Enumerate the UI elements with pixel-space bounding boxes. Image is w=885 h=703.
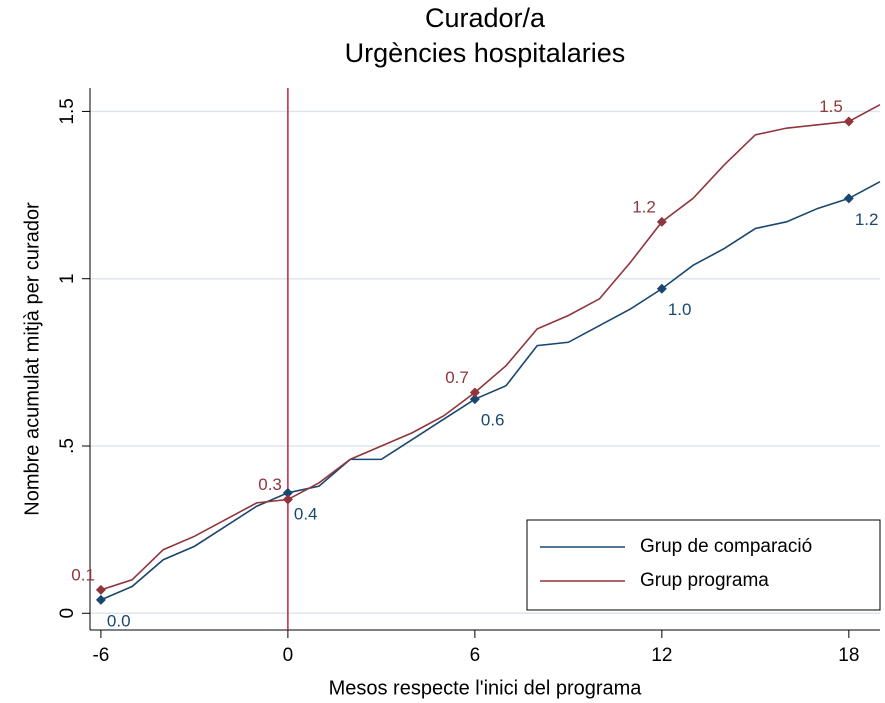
legend-label: Grup programa	[640, 570, 769, 591]
data-label: 1.2	[632, 197, 656, 216]
series-line	[100, 180, 881, 601]
y-tick-label: 1	[57, 273, 78, 284]
data-label: 0.7	[445, 368, 469, 387]
marker	[843, 193, 854, 204]
marker	[469, 387, 480, 398]
chart-title: Curador/a	[425, 3, 546, 33]
data-label: 0.0	[107, 611, 131, 630]
data-label: 0.1	[71, 565, 95, 584]
data-label: 1.2	[855, 210, 879, 229]
marker	[656, 283, 667, 294]
marker	[843, 116, 854, 127]
data-label: 1.5	[819, 97, 843, 116]
data-label: 0.4	[294, 504, 318, 523]
legend-box	[526, 519, 881, 611]
marker	[469, 394, 480, 405]
series-line	[100, 104, 881, 591]
y-tick-label: .5	[57, 438, 78, 454]
x-tick-label: -6	[92, 645, 109, 666]
marker	[282, 494, 293, 505]
y-axis-label: Nombre acumulat mitjà per curador	[21, 202, 43, 516]
x-tick-label: 6	[470, 645, 481, 666]
marker	[95, 594, 106, 605]
x-tick-label: 12	[651, 645, 672, 666]
y-tick-label: 1.5	[57, 98, 78, 124]
x-axis-label: Mesos respecte l'inici del programa	[329, 677, 643, 699]
legend-label: Grup de comparació	[640, 536, 812, 557]
chart-subtitle: Urgències hospitalaries	[345, 38, 626, 68]
data-label: 0.6	[481, 411, 505, 430]
marker	[95, 584, 106, 595]
y-tick-label: 0	[57, 608, 78, 619]
marker	[656, 216, 667, 227]
x-tick-label: 18	[838, 645, 859, 666]
marker	[282, 487, 293, 498]
data-label: 0.3	[258, 475, 282, 494]
data-label: 1.0	[668, 300, 692, 319]
x-tick-label: 0	[283, 645, 294, 666]
